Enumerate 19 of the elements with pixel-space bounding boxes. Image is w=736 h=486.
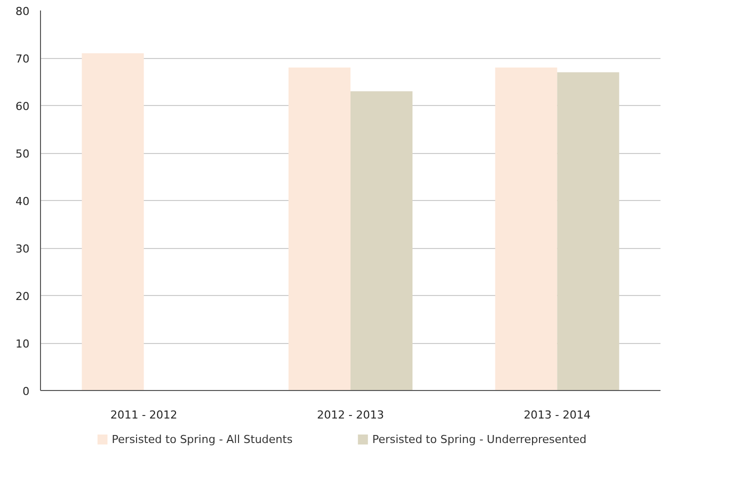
x-tick-label: 2013 - 2014 xyxy=(524,408,591,422)
y-tick-label: 50 xyxy=(16,148,30,160)
y-tick-label: 60 xyxy=(16,100,30,113)
bar xyxy=(288,68,350,390)
y-tick-label: 80 xyxy=(16,5,30,18)
x-tick-label: 2012 - 2013 xyxy=(317,408,384,422)
legend-label: Persisted to Spring - All Students xyxy=(112,433,293,446)
bar xyxy=(557,72,620,390)
y-tick-label: 70 xyxy=(16,52,30,66)
bar xyxy=(350,91,412,390)
y-tick-label: 10 xyxy=(16,338,30,350)
y-tick-label: 40 xyxy=(16,195,30,208)
y-tick-label: 20 xyxy=(16,290,30,303)
legend-label: Persisted to Spring - Underrepresented xyxy=(372,433,587,446)
bar xyxy=(495,68,558,390)
y-tick-label: 0 xyxy=(22,385,30,398)
bar xyxy=(82,53,144,390)
y-tick-label: 30 xyxy=(16,242,30,256)
x-tick-label: 2011 - 2012 xyxy=(110,408,178,422)
